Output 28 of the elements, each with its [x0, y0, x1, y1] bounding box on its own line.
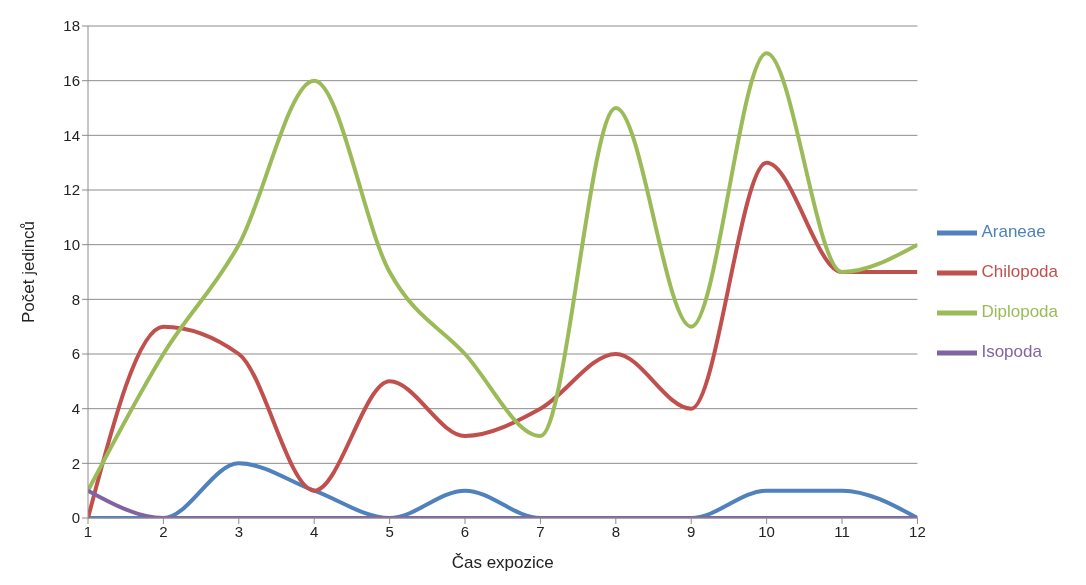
legend-label: Diplopoda — [981, 302, 1058, 322]
x-axis-title: Čas expozice — [451, 553, 554, 572]
y-tick-label: 6 — [71, 345, 80, 363]
y-axis-title: Počet jedinců — [19, 220, 39, 324]
y-tick-label: 18 — [63, 17, 80, 35]
y-tick-label: 10 — [63, 235, 80, 253]
x-tick-label: 2 — [159, 522, 168, 540]
x-tick-label: 8 — [611, 522, 620, 540]
x-tick-label: 5 — [385, 522, 394, 540]
y-tick-label: 4 — [71, 399, 80, 417]
y-tick-label: 8 — [71, 290, 80, 308]
y-tick-label: 14 — [63, 126, 80, 144]
x-tick-label: 11 — [834, 522, 850, 540]
y-tick-label: 12 — [63, 181, 80, 199]
x-tick-label: 4 — [310, 522, 319, 540]
legend-label: Isopoda — [981, 342, 1042, 362]
y-tick-label: 16 — [63, 71, 80, 89]
y-tick-label: 2 — [71, 454, 80, 472]
legend-label: Chilopoda — [981, 262, 1058, 282]
x-tick-label: 10 — [758, 522, 775, 540]
x-tick-label: 6 — [460, 522, 470, 540]
x-tick-label: 7 — [536, 522, 545, 540]
legend-label: Araneae — [981, 222, 1046, 242]
x-tick-label: 9 — [687, 522, 696, 540]
x-tick-label: 12 — [909, 522, 926, 540]
x-tick-label: 1 — [83, 522, 93, 540]
y-tick-label: 0 — [71, 509, 80, 527]
x-tick-label: 3 — [234, 522, 243, 540]
